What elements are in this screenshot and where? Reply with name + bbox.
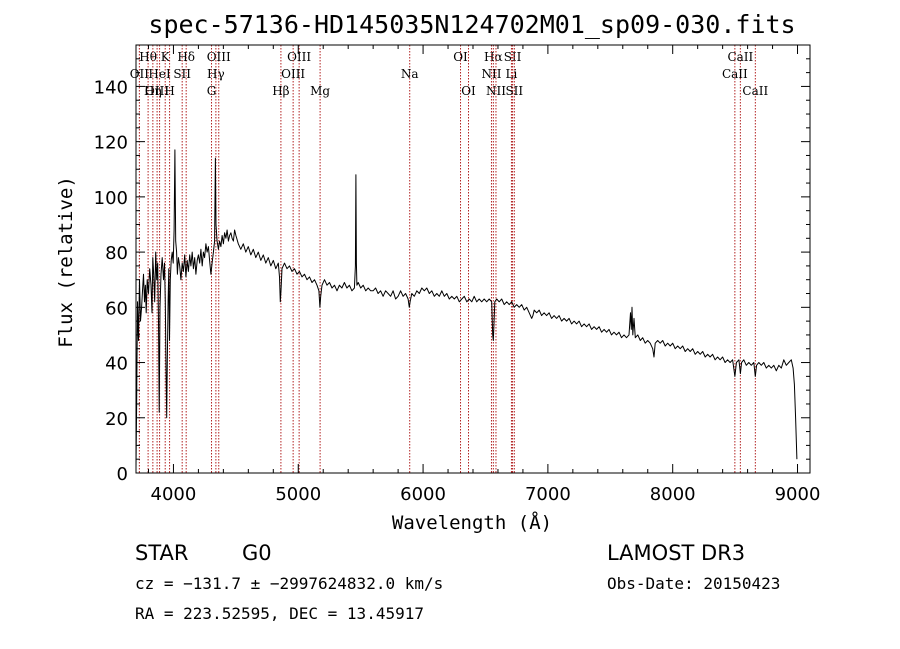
y-tick-label: 60	[105, 298, 128, 319]
line-id-label: SII	[505, 84, 523, 98]
line-id-label: OIII	[145, 84, 169, 98]
y-tick-label: 20	[105, 409, 128, 430]
line-id-label: Hη	[144, 84, 162, 98]
spectrum-line	[135, 149, 798, 468]
line-id-label: Hγ	[207, 67, 225, 81]
y-tick-label: 0	[117, 464, 128, 485]
y-tick-label: 40	[105, 354, 128, 375]
line-id-label: G	[207, 84, 217, 98]
y-tick-label: 80	[105, 243, 128, 264]
line-id-label: K	[161, 50, 171, 64]
object-subclass: G0	[242, 541, 272, 565]
redshift-velocity: cz = −131.7 ± −2997624832.0 km/s	[135, 574, 443, 593]
x-tick-label: 7000	[525, 484, 571, 505]
y-axis-label: Flux (relative)	[55, 176, 77, 348]
line-id-label: Li	[506, 67, 518, 81]
observation-date: Obs-Date: 20150423	[607, 574, 780, 593]
line-id-label: NII	[481, 67, 501, 81]
line-id-label: Hθ	[139, 50, 157, 64]
coordinates: RA = 223.52595, DEC = 13.45917	[135, 604, 424, 623]
line-id-label: OI	[453, 50, 468, 64]
line-id-label: SII	[173, 67, 191, 81]
x-tick-label: 4000	[151, 484, 197, 505]
line-id-label: CaII	[722, 67, 748, 81]
x-tick-label: 6000	[400, 484, 446, 505]
line-id-label: Na	[401, 67, 419, 81]
plot-data-group	[135, 149, 798, 468]
line-id-label: H	[164, 84, 174, 98]
x-tick-label: 8000	[650, 484, 696, 505]
axes-group: 4000 5000 6000 7000 8000 9000 0 20 40 60 80 100 120 1…	[94, 44, 821, 505]
object-class: STAR	[135, 541, 188, 565]
x-axis-label: Wavelength (Å)	[392, 511, 552, 534]
line-id-label: OIII	[207, 50, 231, 64]
line-id-label: NII	[486, 84, 506, 98]
x-tick-label: 5000	[275, 484, 321, 505]
line-id-label: Hα	[484, 50, 503, 64]
line-id-label: OII	[130, 67, 150, 81]
line-id-label: Hδ	[177, 50, 195, 64]
y-tick-label: 100	[94, 188, 128, 209]
line-id-label: OI	[461, 84, 476, 98]
line-id-label: OIII	[281, 67, 305, 81]
x-tick-label: 9000	[775, 484, 821, 505]
plot-frame	[135, 44, 811, 474]
y-tick-label: 120	[94, 133, 128, 154]
line-id-label: Mg	[310, 84, 330, 98]
survey-name: LAMOST DR3	[607, 541, 745, 565]
line-id-label: OIII	[287, 50, 311, 64]
line-id-label: CaII	[727, 50, 753, 64]
line-id-label: Hβ	[272, 84, 289, 98]
chart-title: spec-57136-HD145035N124702M01_sp09-030.f…	[148, 10, 795, 39]
line-id-label: SII	[504, 50, 522, 64]
line-id-label: HeI	[148, 67, 171, 81]
line-id-label: CaII	[742, 84, 768, 98]
y-tick-label: 140	[94, 77, 128, 98]
